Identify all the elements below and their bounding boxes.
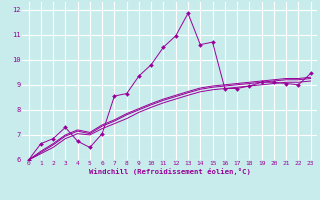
X-axis label: Windchill (Refroidissement éolien,°C): Windchill (Refroidissement éolien,°C) (89, 168, 251, 175)
